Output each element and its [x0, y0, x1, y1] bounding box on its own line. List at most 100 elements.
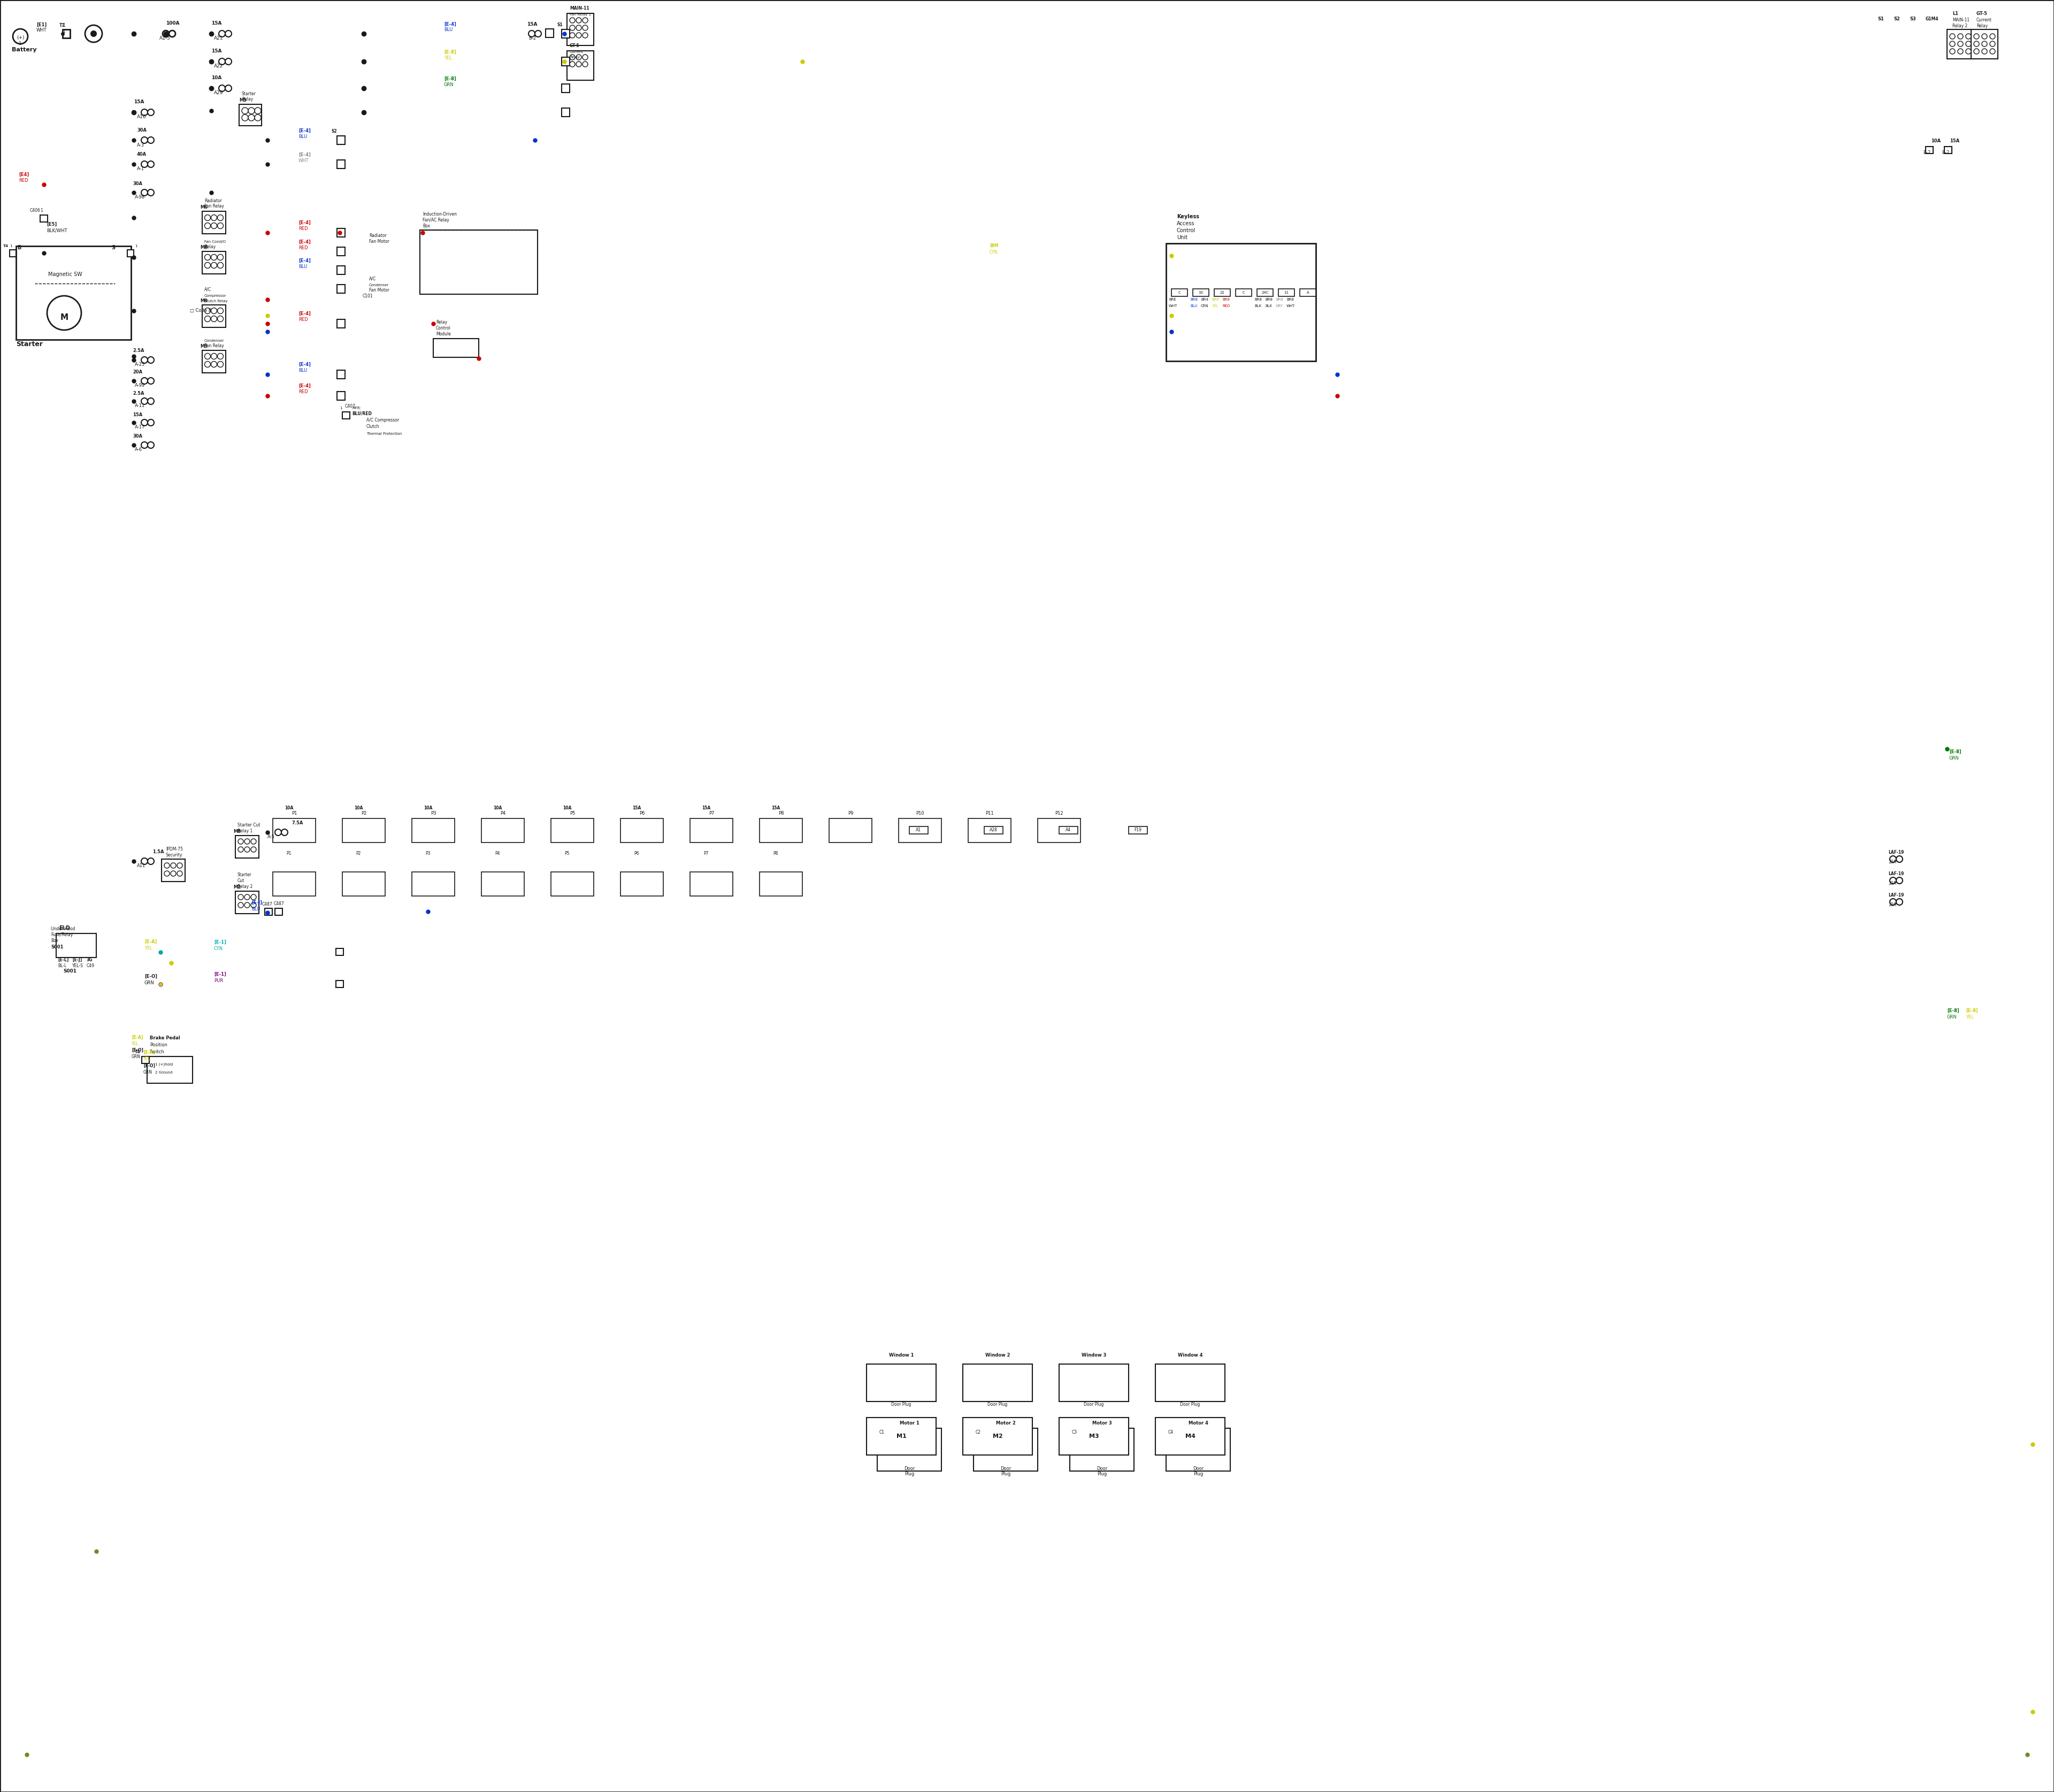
Text: Brake Pedal: Brake Pedal	[150, 1036, 181, 1041]
Text: LAF-19: LAF-19	[1888, 849, 1904, 855]
Circle shape	[251, 894, 257, 900]
Text: [E-O]: [E-O]	[144, 975, 158, 978]
Circle shape	[142, 136, 148, 143]
Text: C3: C3	[1072, 1430, 1078, 1435]
Text: Fan/AC Relay: Fan/AC Relay	[423, 217, 450, 222]
Text: BR4: BR4	[1202, 297, 1208, 301]
Circle shape	[212, 262, 218, 269]
Text: Relay: Relay	[242, 97, 253, 102]
Text: CRN: CRN	[1202, 305, 1208, 308]
Text: Condenser: Condenser	[203, 339, 224, 342]
Text: GRN: GRN	[144, 980, 154, 986]
Text: Door Plug: Door Plug	[1085, 1401, 1103, 1407]
Bar	[413, 873, 454, 896]
Text: [E-4]: [E-4]	[298, 258, 310, 263]
Text: GT-5: GT-5	[569, 43, 579, 48]
Text: L1: L1	[1953, 11, 1957, 16]
Bar	[1257, 289, 1273, 296]
Text: Motor 2: Motor 2	[996, 1421, 1015, 1426]
Bar	[337, 371, 345, 378]
Text: Door Plug: Door Plug	[1181, 1401, 1200, 1407]
Circle shape	[1990, 48, 1994, 54]
Text: 15A: 15A	[1949, 138, 1960, 143]
Text: [E-8]: [E-8]	[1947, 1009, 1960, 1012]
Text: Unit: Unit	[1177, 235, 1187, 240]
Bar	[162, 858, 185, 882]
Text: M3: M3	[1089, 1434, 1099, 1439]
Text: Current: Current	[569, 50, 583, 54]
Circle shape	[244, 894, 251, 900]
Bar	[481, 873, 524, 896]
Text: A1-5: A1-5	[160, 36, 170, 41]
Text: 100A: 100A	[166, 22, 179, 25]
Text: GRN: GRN	[1947, 1014, 1957, 1020]
Text: RED: RED	[18, 177, 29, 183]
Bar	[561, 108, 569, 116]
Circle shape	[249, 108, 255, 115]
Circle shape	[251, 903, 257, 909]
Bar	[967, 819, 1011, 842]
Text: M9: M9	[199, 299, 207, 303]
Circle shape	[164, 871, 170, 876]
Circle shape	[255, 115, 261, 120]
Text: P1: P1	[286, 851, 292, 857]
Circle shape	[226, 30, 232, 38]
Text: S001: S001	[51, 944, 64, 950]
Text: Fan Motor: Fan Motor	[370, 289, 390, 292]
Text: P8: P8	[772, 851, 778, 857]
Text: C407: C407	[345, 403, 355, 409]
Text: 1: 1	[18, 41, 21, 47]
Text: 10A: 10A	[423, 806, 431, 810]
Text: M2: M2	[992, 1434, 1002, 1439]
Text: [E5]: [E5]	[47, 222, 58, 228]
Text: P7: P7	[705, 851, 709, 857]
Text: 15A: 15A	[702, 806, 711, 810]
Bar	[1927, 147, 1933, 154]
Text: GRN: GRN	[131, 1054, 140, 1059]
Text: LAF-19: LAF-19	[1888, 871, 1904, 876]
Circle shape	[226, 59, 232, 65]
Bar	[201, 305, 226, 328]
Text: C487: C487	[273, 901, 283, 907]
Circle shape	[148, 136, 154, 143]
Circle shape	[168, 30, 175, 38]
Text: 15A: 15A	[212, 22, 222, 25]
Bar	[1154, 1364, 1224, 1401]
Circle shape	[583, 32, 587, 38]
Circle shape	[205, 262, 210, 269]
Text: BR8: BR8	[1189, 297, 1197, 301]
Text: M4: M4	[1185, 1434, 1195, 1439]
Bar	[1167, 1428, 1230, 1471]
Text: WHT: WHT	[37, 29, 47, 32]
Text: BLK: BLK	[1265, 305, 1271, 308]
Bar	[620, 873, 663, 896]
Text: A29: A29	[214, 90, 224, 95]
Text: Relay 2: Relay 2	[238, 883, 253, 889]
Text: [E-J]: [E-J]	[72, 957, 82, 962]
Bar	[760, 819, 803, 842]
Text: [E-O]: [E-O]	[131, 1048, 144, 1052]
Text: BLU: BLU	[298, 134, 308, 140]
Text: 10A: 10A	[1888, 882, 1896, 885]
Bar	[760, 873, 803, 896]
Text: BR8: BR8	[1286, 297, 1294, 301]
Bar	[963, 1364, 1033, 1401]
Text: Access: Access	[1177, 220, 1195, 226]
Text: 1: 1	[136, 244, 138, 247]
Circle shape	[575, 54, 581, 59]
Bar	[974, 1428, 1037, 1471]
Circle shape	[1990, 34, 1994, 39]
Text: Window 2: Window 2	[986, 1353, 1011, 1358]
Text: M: M	[60, 314, 68, 321]
Text: P5: P5	[565, 851, 569, 857]
Text: Motor 1: Motor 1	[900, 1421, 920, 1426]
Bar	[867, 1364, 937, 1401]
Circle shape	[1890, 898, 1896, 905]
Text: A: A	[1306, 290, 1308, 294]
Text: A4: A4	[1066, 828, 1070, 833]
Text: T1: T1	[60, 23, 66, 29]
Text: [E-8]: [E-8]	[444, 50, 456, 54]
Text: Relay: Relay	[203, 244, 216, 249]
Circle shape	[1990, 41, 1994, 47]
Bar	[337, 247, 345, 256]
